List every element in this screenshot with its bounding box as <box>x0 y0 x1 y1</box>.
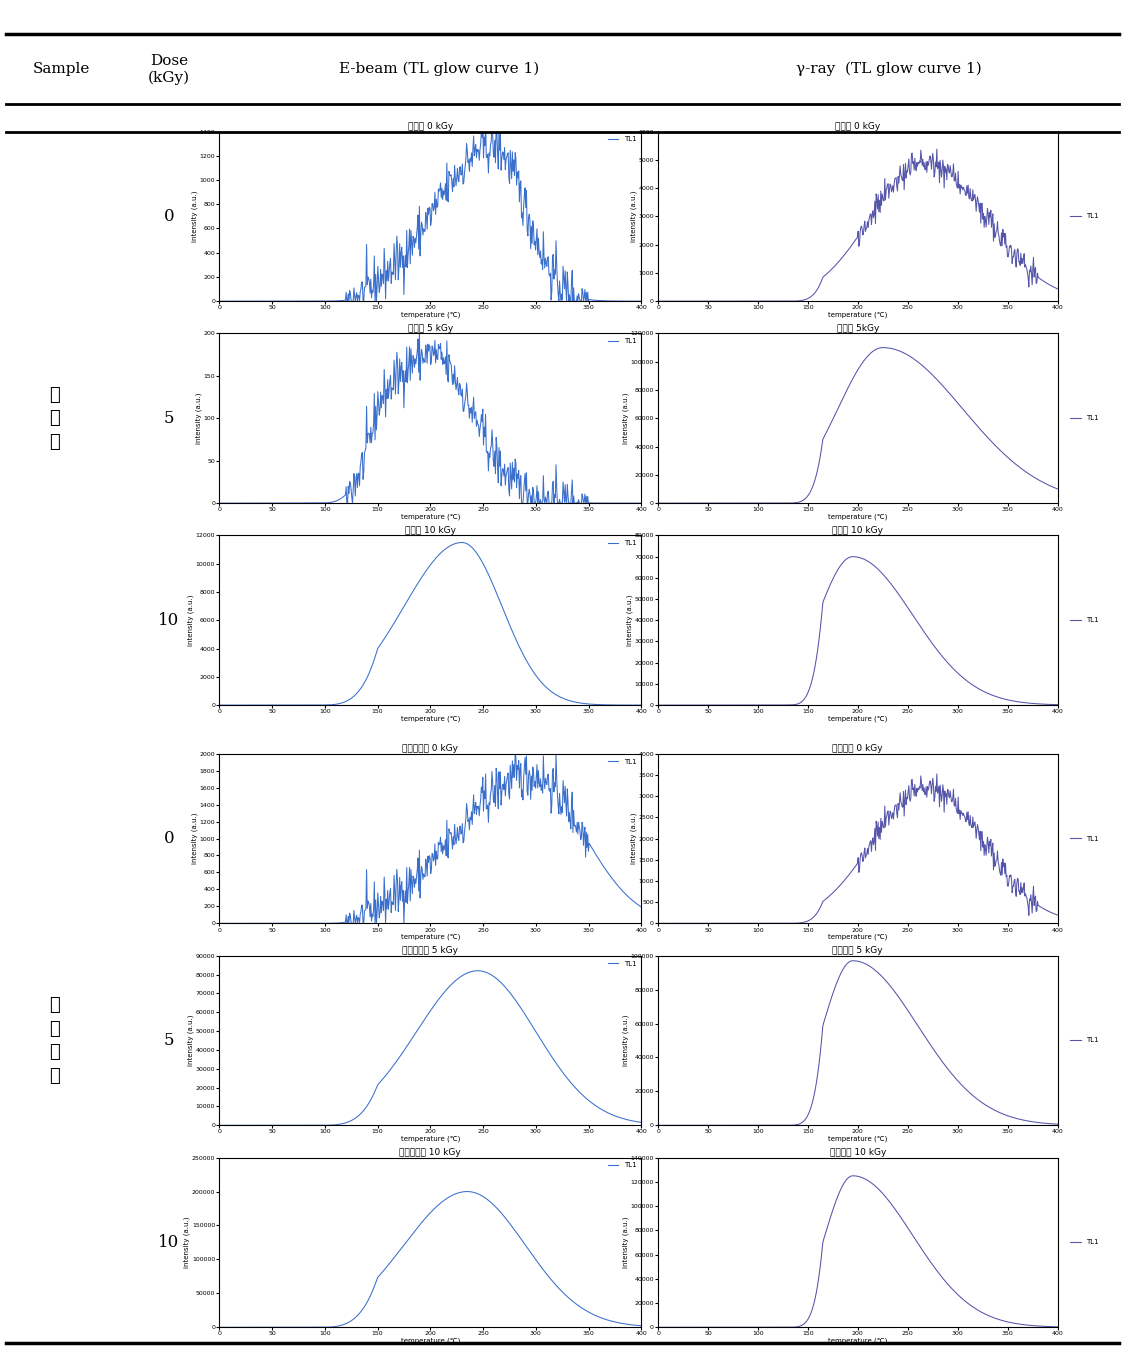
X-axis label: temperature (℃): temperature (℃) <box>400 1338 460 1345</box>
Legend: TL1: TL1 <box>1069 1037 1100 1045</box>
Title: 오디분말 10 kGy: 오디분말 10 kGy <box>829 1148 886 1158</box>
Text: 5: 5 <box>163 410 174 427</box>
Title: 오디분말차 10 kGy: 오디분말차 10 kGy <box>399 1148 461 1158</box>
Legend: TL1: TL1 <box>606 337 638 346</box>
Y-axis label: intensity (a.u.): intensity (a.u.) <box>184 1217 190 1269</box>
Title: 얔잎차 10 kGy: 얔잎차 10 kGy <box>832 525 883 535</box>
X-axis label: temperature (℃): temperature (℃) <box>828 934 888 940</box>
Y-axis label: intensity (a.u.): intensity (a.u.) <box>191 190 198 242</box>
Title: 얔잎차 0 kGy: 얔잎차 0 kGy <box>835 122 881 130</box>
Legend: TL1: TL1 <box>1069 414 1100 422</box>
Legend: TL1: TL1 <box>1069 616 1100 624</box>
Title: 오디분말차 0 kGy: 오디분말차 0 kGy <box>403 744 458 753</box>
X-axis label: temperature (℃): temperature (℃) <box>400 1136 460 1143</box>
Text: 10: 10 <box>159 1234 179 1251</box>
X-axis label: temperature (℃): temperature (℃) <box>828 715 888 722</box>
Text: 5: 5 <box>163 1031 174 1049</box>
Text: Dose
(kGy): Dose (kGy) <box>147 54 190 84</box>
Text: 10: 10 <box>159 612 179 628</box>
Y-axis label: intensity (a.u.): intensity (a.u.) <box>630 190 637 242</box>
Y-axis label: intensity (a.u.): intensity (a.u.) <box>191 813 198 864</box>
X-axis label: temperature (℃): temperature (℃) <box>400 934 460 940</box>
Y-axis label: intensity (a.u.): intensity (a.u.) <box>623 1217 629 1269</box>
Title: 오디분말 5 kGy: 오디분말 5 kGy <box>832 946 883 955</box>
Y-axis label: intensity (a.u.): intensity (a.u.) <box>196 392 202 444</box>
Title: 솔잎차 0 kGy: 솔잎차 0 kGy <box>407 122 453 130</box>
Legend: TL1: TL1 <box>606 134 638 144</box>
Y-axis label: intensity (a.u.): intensity (a.u.) <box>188 594 195 646</box>
X-axis label: temperature (℃): temperature (℃) <box>400 715 460 722</box>
Text: E-beam (TL glow curve 1): E-beam (TL glow curve 1) <box>339 62 539 76</box>
Text: 0: 0 <box>163 830 174 847</box>
Title: 얔잎차 5 kGy: 얔잎차 5 kGy <box>407 324 453 332</box>
X-axis label: temperature (℃): temperature (℃) <box>828 1338 888 1345</box>
Text: 오
디
분
말: 오 디 분 말 <box>48 996 60 1084</box>
Y-axis label: intensity (a.u.): intensity (a.u.) <box>623 1015 629 1067</box>
Legend: TL1: TL1 <box>606 1162 638 1170</box>
Title: 오디분말차 5 kGy: 오디분말차 5 kGy <box>403 946 458 955</box>
X-axis label: temperature (℃): temperature (℃) <box>400 312 460 318</box>
Legend: TL1: TL1 <box>1069 212 1100 221</box>
Y-axis label: intensity (a.u.): intensity (a.u.) <box>627 594 633 646</box>
Legend: TL1: TL1 <box>1069 1238 1100 1247</box>
Legend: TL1: TL1 <box>606 757 638 765</box>
Text: 솔
잎
차: 솔 잎 차 <box>48 385 60 451</box>
Y-axis label: intensity (a.u.): intensity (a.u.) <box>630 813 637 864</box>
Legend: TL1: TL1 <box>606 959 638 968</box>
Text: Sample: Sample <box>34 62 90 76</box>
Text: 0: 0 <box>163 208 174 225</box>
X-axis label: temperature (℃): temperature (℃) <box>828 1136 888 1143</box>
Legend: TL1: TL1 <box>1069 835 1100 843</box>
Title: 얔잎차 10 kGy: 얔잎차 10 kGy <box>405 525 456 535</box>
Text: γ-ray  (TL glow curve 1): γ-ray (TL glow curve 1) <box>795 62 982 76</box>
X-axis label: temperature (℃): temperature (℃) <box>828 312 888 318</box>
Title: 오디분말 0 kGy: 오디분말 0 kGy <box>832 744 883 753</box>
X-axis label: temperature (℃): temperature (℃) <box>828 514 888 520</box>
Y-axis label: intensity (a.u.): intensity (a.u.) <box>188 1015 195 1067</box>
Title: 얔잎차 5kGy: 얔잎차 5kGy <box>837 324 879 332</box>
Legend: TL1: TL1 <box>606 539 638 548</box>
X-axis label: temperature (℃): temperature (℃) <box>400 514 460 520</box>
Y-axis label: intensity (a.u.): intensity (a.u.) <box>623 392 629 444</box>
